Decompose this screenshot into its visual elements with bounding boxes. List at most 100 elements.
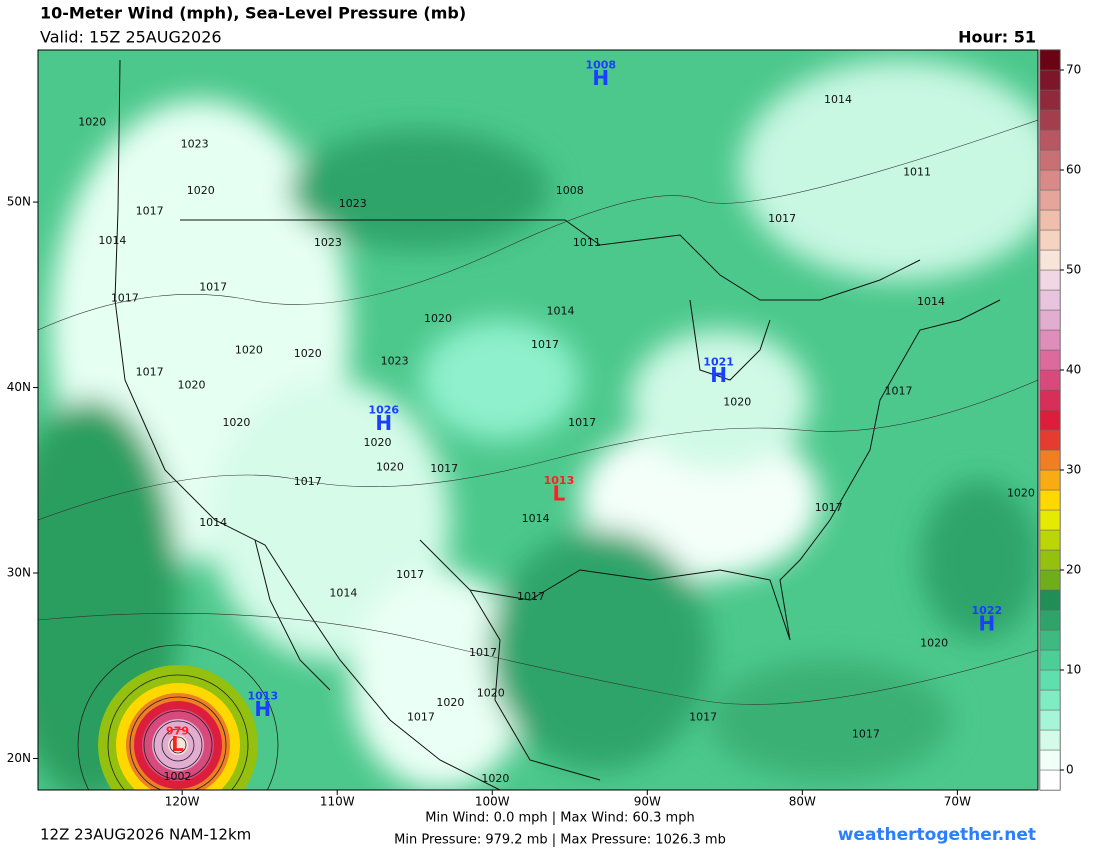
colorbar-cell	[1039, 69, 1061, 91]
isobar-label: 1017	[531, 338, 559, 351]
isobar-label: 1017	[430, 462, 458, 475]
isobar-label: 1020	[222, 416, 250, 429]
isobar-label: 1020	[481, 772, 509, 785]
isobar-label: 1020	[723, 395, 751, 408]
lon-tick-label: 80W	[789, 795, 816, 809]
colorbar-tick-label: 0	[1066, 763, 1074, 777]
isobar-label: 1023	[339, 197, 367, 210]
site-credit: weathertogether.net	[838, 825, 1036, 845]
lat-tick-label: 40N	[7, 380, 31, 394]
wind-shading	[38, 60, 1038, 790]
colorbar-tick-label: 40	[1066, 363, 1081, 377]
pressure-center-letter: H	[254, 697, 271, 721]
colorbar-cell	[1039, 449, 1061, 471]
hurricane-shading	[77, 644, 279, 790]
isobar-label: 1014	[824, 93, 852, 106]
isobar-label: 1023	[314, 236, 342, 249]
isobar-label: 1011	[573, 236, 601, 249]
pressure-stats: Min Pressure: 979.2 mb | Max Pressure: 1…	[394, 833, 726, 848]
colorbar-cell	[1039, 269, 1061, 291]
isobar-label: 1020	[376, 460, 404, 473]
isobar-label: 1017	[768, 212, 796, 225]
lon-tick-label: 110W	[320, 795, 355, 809]
isobar-label: 1020	[364, 436, 392, 449]
valid-time: Valid: 15Z 25AUG2026	[40, 28, 222, 47]
pressure-center-value: 1013	[544, 474, 575, 487]
pressure-center-value: 979	[166, 724, 189, 737]
colorbar-cell	[1039, 589, 1061, 611]
isobar-label: 1020	[436, 696, 464, 709]
isobar-label: 1020	[78, 115, 106, 128]
colorbar-cell	[1039, 289, 1061, 311]
colorbar-cell	[1039, 549, 1061, 571]
colorbar-cell	[1039, 189, 1061, 211]
pressure-center-letter: H	[592, 66, 609, 90]
pressure-center-letter: H	[375, 411, 392, 435]
colorbar-cell	[1039, 749, 1061, 771]
colorbar-cell	[1039, 209, 1061, 231]
isobar-label: 1017	[517, 590, 545, 603]
isobar-label: 1017	[199, 280, 227, 293]
pressure-center-value: 1021	[703, 355, 734, 368]
isobar-label: 1020	[424, 312, 452, 325]
colorbar-cell	[1039, 649, 1061, 671]
colorbar-cell	[1039, 229, 1061, 251]
isobar-label: 1017	[294, 475, 322, 488]
coastlines	[114, 59, 1001, 790]
lon-tick-label: 70W	[944, 795, 971, 809]
isobar-label: 1020	[1007, 486, 1035, 499]
colorbar-cell	[1039, 629, 1061, 651]
isobar-label: 1017	[136, 366, 164, 379]
isobar-label: 1002	[164, 770, 192, 783]
colorbar-cell	[1039, 769, 1061, 791]
isobars	[38, 119, 1038, 705]
colorbar-cell	[1039, 489, 1061, 511]
lon-tick-label: 90W	[634, 795, 661, 809]
model-run: 12Z 23AUG2026 NAM-12km	[40, 826, 251, 844]
colorbar-cell	[1039, 409, 1061, 431]
isobar-label: 1014	[199, 516, 227, 529]
pressure-center-value: 1026	[368, 404, 399, 417]
isobar-label: 1020	[477, 687, 505, 700]
lat-tick-label: 50N	[7, 195, 31, 209]
isobar-label: 1017	[396, 568, 424, 581]
colorbar-cell	[1039, 349, 1061, 371]
lat-tick-label: 20N	[7, 751, 31, 765]
pressure-center-letter: H	[710, 363, 727, 387]
isobar-label: 1014	[546, 305, 574, 318]
isobar-label: 1020	[294, 347, 322, 360]
colorbar-cell	[1039, 729, 1061, 751]
wind-stats: Min Wind: 0.0 mph | Max Wind: 60.3 mph	[425, 811, 694, 826]
isobar-label: 1017	[407, 711, 435, 724]
isobar-label: 1017	[469, 646, 497, 659]
isobar-label: 1020	[920, 636, 948, 649]
colorbar-tick-label: 30	[1066, 463, 1081, 477]
map-field	[38, 50, 1038, 790]
isobar-label: 1017	[136, 204, 164, 217]
colorbar-tick-label: 20	[1066, 563, 1081, 577]
isobar-label: 1020	[187, 184, 215, 197]
colorbar-cell	[1039, 89, 1061, 111]
isobar-label: 1023	[181, 138, 209, 151]
lon-tick-label: 100W	[475, 795, 510, 809]
colorbar-cell	[1039, 49, 1061, 71]
pressure-center-value: 1008	[585, 59, 616, 72]
isobar-label: 1011	[903, 165, 931, 178]
colorbar-cell	[1039, 109, 1061, 131]
title: 10-Meter Wind (mph), Sea-Level Pressure …	[40, 4, 466, 23]
lat-tick-label: 30N	[7, 566, 31, 580]
isobar-label: 1020	[235, 343, 263, 356]
isobar-label: 1017	[884, 384, 912, 397]
colorbar-cell	[1039, 509, 1061, 531]
colorbar-cell	[1039, 369, 1061, 391]
colorbar-cell	[1039, 329, 1061, 351]
isobar-label: 1017	[689, 711, 717, 724]
colorbar-cell	[1039, 169, 1061, 191]
isobar-label: 1014	[522, 512, 550, 525]
colorbar-tick-label: 60	[1066, 163, 1081, 177]
colorbar-cell	[1039, 609, 1061, 631]
isobar-label: 1014	[329, 586, 357, 599]
colorbar-tick-label: 70	[1066, 63, 1081, 77]
pressure-center-letter: H	[978, 611, 995, 635]
